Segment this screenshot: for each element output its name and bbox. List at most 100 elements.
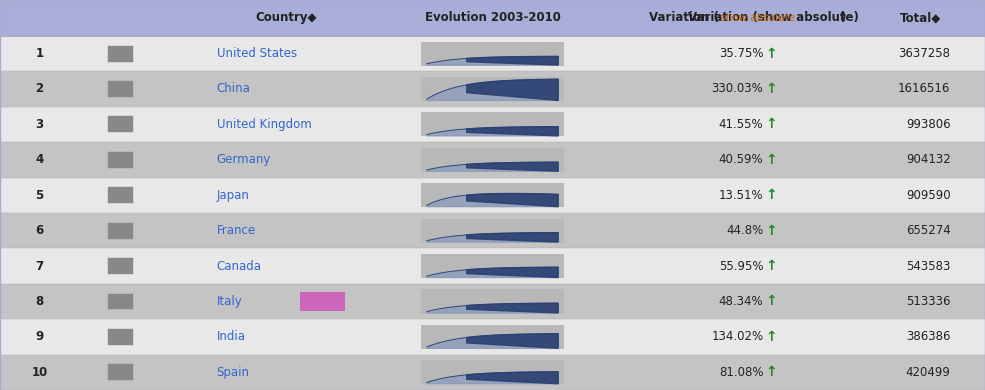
Text: 41.55%: 41.55% bbox=[719, 118, 763, 131]
Text: 55.95%: 55.95% bbox=[719, 260, 763, 273]
Bar bbox=[0, 142, 985, 177]
Text: 420499: 420499 bbox=[905, 366, 951, 379]
Polygon shape bbox=[467, 372, 558, 384]
Text: 6: 6 bbox=[35, 224, 43, 237]
Text: Country◆: Country◆ bbox=[255, 11, 316, 25]
Polygon shape bbox=[427, 334, 558, 348]
Text: United States: United States bbox=[217, 47, 296, 60]
Polygon shape bbox=[427, 267, 558, 278]
Polygon shape bbox=[427, 303, 558, 313]
Bar bbox=[422, 289, 563, 314]
Bar bbox=[0, 177, 985, 213]
Bar bbox=[0, 107, 985, 142]
Bar bbox=[108, 364, 133, 380]
Text: Canada: Canada bbox=[217, 260, 262, 273]
Text: Evolution 2003-2010: Evolution 2003-2010 bbox=[425, 11, 560, 25]
Bar bbox=[108, 223, 133, 239]
Text: ↑: ↑ bbox=[765, 330, 777, 344]
Polygon shape bbox=[427, 79, 558, 101]
Bar bbox=[0, 213, 985, 248]
Text: ↑: ↑ bbox=[765, 365, 777, 379]
Text: 81.08%: 81.08% bbox=[719, 366, 763, 379]
Polygon shape bbox=[427, 57, 558, 65]
Polygon shape bbox=[427, 162, 558, 171]
Text: 40.59%: 40.59% bbox=[719, 153, 763, 166]
Text: ↑: ↑ bbox=[765, 223, 777, 238]
Text: ↑: ↑ bbox=[765, 117, 777, 131]
Polygon shape bbox=[427, 193, 558, 207]
Polygon shape bbox=[467, 267, 558, 278]
Text: 655274: 655274 bbox=[906, 224, 951, 237]
Bar bbox=[0, 248, 985, 284]
Text: 993806: 993806 bbox=[906, 118, 951, 131]
Bar bbox=[422, 77, 563, 101]
Text: show absolute: show absolute bbox=[720, 13, 795, 23]
Text: Variation (​show absolute​): Variation (​show absolute​) bbox=[688, 11, 859, 25]
Text: 134.02%: 134.02% bbox=[711, 330, 763, 343]
Bar bbox=[300, 292, 345, 311]
Text: 9: 9 bbox=[35, 330, 43, 343]
Bar bbox=[0, 71, 985, 107]
Text: ↑: ↑ bbox=[765, 188, 777, 202]
Text: ): ) bbox=[840, 11, 845, 25]
Text: 5: 5 bbox=[35, 189, 43, 202]
Bar bbox=[0, 0, 985, 36]
Polygon shape bbox=[467, 303, 558, 313]
Text: 3637258: 3637258 bbox=[898, 47, 951, 60]
Text: 1616516: 1616516 bbox=[898, 83, 951, 96]
Text: India: India bbox=[217, 330, 245, 343]
Text: 44.8%: 44.8% bbox=[726, 224, 763, 237]
Bar bbox=[0, 355, 985, 390]
Text: 4: 4 bbox=[35, 153, 43, 166]
Text: China: China bbox=[217, 83, 250, 96]
Bar bbox=[108, 152, 133, 168]
Bar bbox=[108, 81, 133, 97]
Bar bbox=[422, 360, 563, 384]
Text: 2: 2 bbox=[35, 83, 43, 96]
Text: 543583: 543583 bbox=[906, 260, 951, 273]
Polygon shape bbox=[467, 57, 558, 65]
Bar bbox=[422, 42, 563, 66]
Text: 7: 7 bbox=[35, 260, 43, 273]
Text: ↑: ↑ bbox=[765, 294, 777, 308]
Text: 904132: 904132 bbox=[906, 153, 951, 166]
Text: ↑: ↑ bbox=[765, 82, 777, 96]
Bar bbox=[0, 284, 985, 319]
Text: 13.51%: 13.51% bbox=[719, 189, 763, 202]
Bar bbox=[0, 319, 985, 355]
Text: France: France bbox=[217, 224, 256, 237]
Polygon shape bbox=[467, 79, 558, 101]
Text: 1: 1 bbox=[35, 47, 43, 60]
Text: 48.34%: 48.34% bbox=[719, 295, 763, 308]
Text: 513336: 513336 bbox=[906, 295, 951, 308]
Text: 909590: 909590 bbox=[906, 189, 951, 202]
Bar bbox=[422, 325, 563, 349]
Bar bbox=[108, 329, 133, 345]
Text: Japan: Japan bbox=[217, 189, 249, 202]
Bar bbox=[422, 254, 563, 278]
Bar bbox=[108, 294, 133, 309]
Text: Germany: Germany bbox=[217, 153, 271, 166]
Text: 386386: 386386 bbox=[906, 330, 951, 343]
Polygon shape bbox=[467, 334, 558, 348]
Bar bbox=[108, 187, 133, 203]
Bar bbox=[422, 112, 563, 136]
Polygon shape bbox=[427, 127, 558, 136]
Text: 3: 3 bbox=[35, 118, 43, 131]
Bar bbox=[422, 219, 563, 243]
Polygon shape bbox=[467, 233, 558, 242]
Text: United Kingdom: United Kingdom bbox=[217, 118, 311, 131]
Polygon shape bbox=[427, 233, 558, 242]
Text: ↑: ↑ bbox=[765, 153, 777, 167]
Text: 35.75%: 35.75% bbox=[719, 47, 763, 60]
Polygon shape bbox=[467, 162, 558, 171]
Text: 330.03%: 330.03% bbox=[711, 83, 763, 96]
Polygon shape bbox=[427, 372, 558, 384]
Bar bbox=[108, 258, 133, 274]
Text: Variation (: Variation ( bbox=[649, 11, 719, 25]
Text: Total◆: Total◆ bbox=[900, 11, 942, 25]
Bar bbox=[108, 117, 133, 132]
Text: Italy: Italy bbox=[217, 295, 242, 308]
Text: 10: 10 bbox=[32, 366, 47, 379]
Bar bbox=[422, 183, 563, 207]
